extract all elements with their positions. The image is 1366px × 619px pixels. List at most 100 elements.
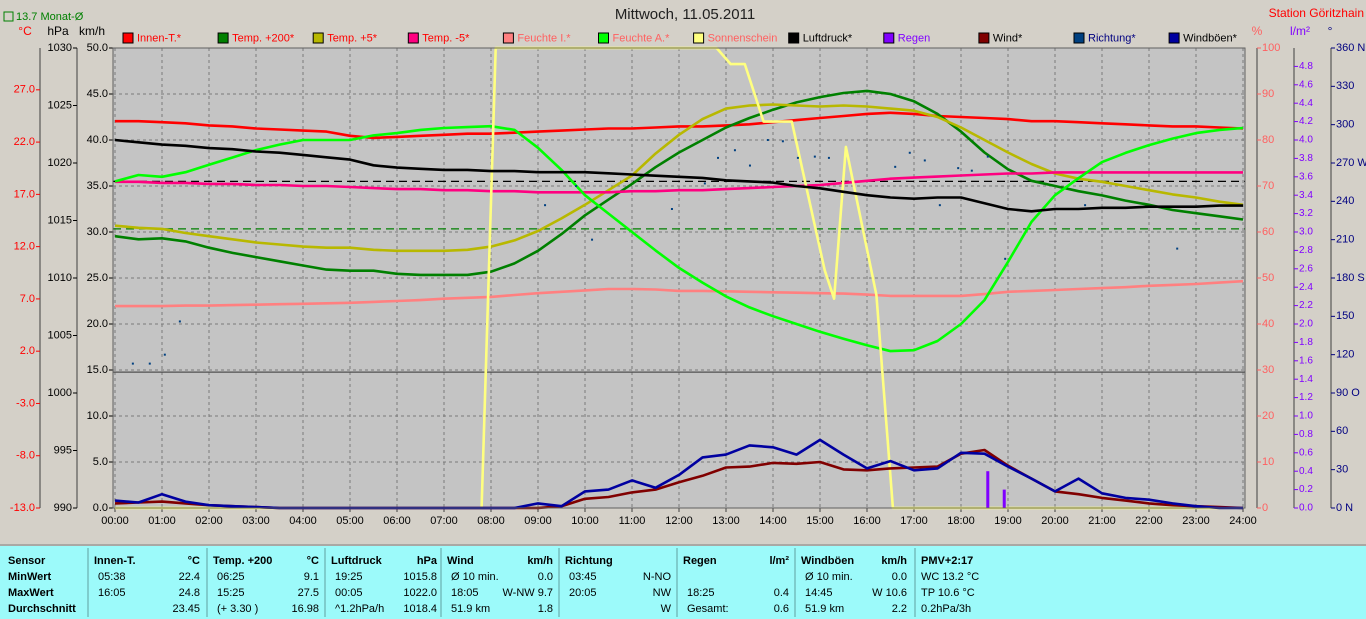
reference-label: 13.7 Monat-Ø: [16, 11, 84, 23]
series-line: [114, 124, 1244, 353]
table-cell: W-NW 9.7: [502, 587, 553, 599]
y-tick-label: 22.0: [14, 136, 35, 148]
y-tick-label: 990: [54, 502, 72, 514]
table-cell: 05:38: [98, 571, 126, 583]
axis-unit-label: l/m²: [1290, 24, 1310, 38]
y-tick-label: 2.0: [20, 345, 35, 357]
x-tick-label: 22:00: [1135, 515, 1163, 527]
series-line: [114, 89, 1244, 277]
table-cell: 20:05: [569, 587, 597, 599]
direction-dot: [591, 238, 594, 241]
legend-swatch: [217, 32, 229, 44]
y-tick-label: 330: [1336, 80, 1354, 92]
table-cell: 03:45: [569, 571, 597, 583]
y-tick-label: 2.2: [1299, 300, 1313, 311]
x-tick-label: 24:00: [1229, 515, 1257, 527]
y-tick-label: 4.4: [1299, 98, 1313, 109]
y-tick-label: 40: [1262, 318, 1274, 330]
direction-dot: [970, 169, 973, 172]
y-tick-label: 1.0: [1299, 411, 1313, 422]
table-group-header: Luftdruck: [331, 555, 383, 567]
y-tick-label: 70: [1262, 180, 1274, 192]
y-tick-label: 30.0: [87, 226, 108, 238]
table-cell: 51.9 km: [805, 603, 844, 615]
legend-swatch: [122, 32, 134, 44]
direction-dot: [781, 140, 784, 143]
x-tick-label: 03:00: [242, 515, 270, 527]
direction-dot: [1176, 247, 1179, 250]
y-tick-label: 100: [1262, 42, 1280, 54]
legend-swatch: [978, 32, 990, 44]
y-tick-label: 1020: [48, 157, 72, 169]
legend-swatch: [502, 32, 514, 44]
y-tick-label: 0.0: [1299, 503, 1313, 514]
direction-dot: [575, 185, 578, 187]
rain-bar: [986, 471, 990, 508]
y-tick-label: 1000: [48, 387, 72, 399]
legend-swatch: [1168, 32, 1180, 44]
table-cell: 1.8: [538, 603, 553, 615]
y-tick-label: 7.0: [20, 293, 35, 305]
x-tick-label: 18:00: [947, 515, 975, 527]
y-tick-label: 25.0: [87, 272, 108, 284]
y-tick-label: 2.6: [1299, 263, 1313, 274]
direction-dot: [957, 167, 960, 170]
table-row-label: MaxWert: [8, 587, 54, 599]
y-tick-label: 1.6: [1299, 355, 1313, 366]
series-line: [115, 111, 1244, 140]
legend-label: Feuchte A.*: [613, 32, 671, 44]
table-cell: NW: [653, 587, 672, 599]
direction-dot: [148, 362, 151, 365]
legend-label: Temp. -5*: [422, 32, 470, 44]
table-group-header: Temp. +200: [213, 555, 272, 567]
table-cell: TP 10.6 °C: [921, 587, 975, 599]
y-tick-label: -3.0: [16, 397, 35, 409]
table-cell: 19:25: [335, 571, 363, 583]
table-row-label: MinWert: [8, 571, 52, 583]
table-group-unit: l/m²: [769, 555, 789, 567]
table-cell: 23.45: [172, 603, 200, 615]
table-row-label: Sensor: [8, 555, 46, 567]
table-cell: 9.1: [304, 571, 319, 583]
table-cell: 24.8: [179, 587, 200, 599]
table-group-header: Regen: [683, 555, 717, 567]
direction-dot: [796, 156, 799, 159]
table-group-header: Richtung: [565, 555, 613, 567]
y-tick-label: 1030: [48, 42, 72, 54]
y-tick-label: 3.8: [1299, 153, 1313, 164]
y-tick-label: -13.0: [10, 502, 35, 514]
stats-table-background: [0, 546, 1366, 619]
direction-dot: [544, 204, 547, 207]
rain-bar: [1002, 489, 1006, 508]
table-cell: 0.0: [892, 571, 907, 583]
y-tick-label: 270 W: [1336, 157, 1366, 169]
y-tick-label: 90: [1262, 88, 1274, 100]
legend-label: Feuchte I.*: [517, 32, 571, 44]
y-tick-label: 3.0: [1299, 227, 1313, 238]
y-tick-label: 50.0: [87, 42, 108, 54]
table-cell: 16.98: [291, 603, 319, 615]
direction-dot: [938, 204, 941, 207]
legend-label: Wind*: [993, 32, 1023, 44]
y-tick-label: 30: [1336, 464, 1348, 476]
legend-label: Windböen*: [1183, 32, 1238, 44]
y-tick-label: 1025: [48, 99, 72, 111]
x-tick-label: 13:00: [712, 515, 740, 527]
y-tick-label: 4.6: [1299, 79, 1313, 90]
table-cell: 14:45: [805, 587, 833, 599]
y-tick-label: 50: [1262, 272, 1274, 284]
y-tick-label: 300: [1336, 119, 1354, 131]
table-cell: 51.9 km: [451, 603, 490, 615]
x-tick-label: 07:00: [430, 515, 458, 527]
table-cell: 22.4: [179, 571, 200, 583]
y-tick-label: -8.0: [16, 450, 35, 462]
direction-dot: [1084, 204, 1087, 207]
y-tick-label: 2.0: [1299, 319, 1313, 330]
y-tick-label: 40.0: [87, 134, 108, 146]
y-tick-label: 995: [54, 444, 72, 456]
y-tick-label: 1.2: [1299, 392, 1313, 403]
y-tick-label: 17.0: [14, 188, 35, 200]
y-tick-label: 20: [1262, 410, 1274, 422]
table-cell: 0.0: [538, 571, 553, 583]
y-tick-label: 240: [1336, 195, 1354, 207]
